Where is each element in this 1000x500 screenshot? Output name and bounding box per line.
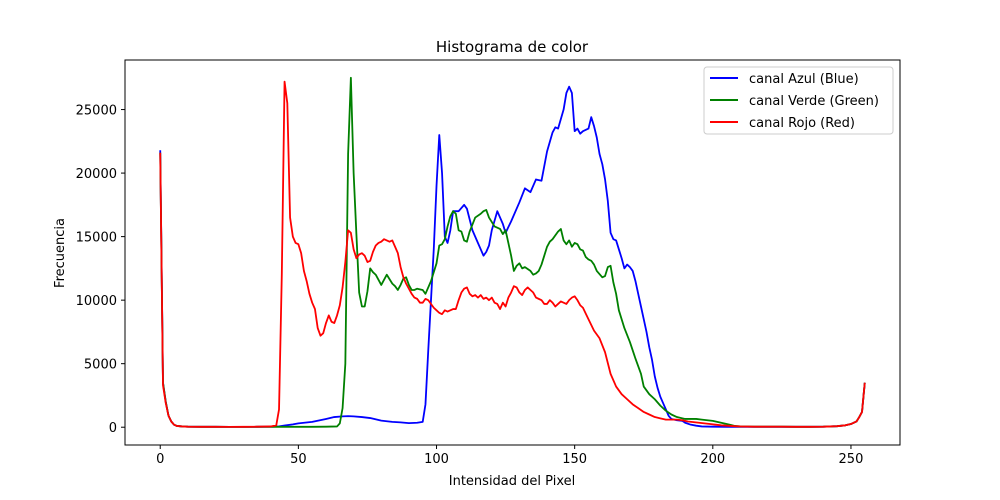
- series-line-2: [159, 80, 866, 428]
- x-axis-label: Intensidad del Pixel: [449, 474, 575, 489]
- y-tick-label: 10000: [76, 294, 117, 309]
- x-tick-label: 250: [839, 452, 864, 467]
- series-line-1: [159, 76, 866, 428]
- legend-label: canal Verde (Green): [749, 94, 879, 109]
- legend-box: [703, 66, 894, 135]
- y-tick-label: 5000: [84, 358, 117, 373]
- x-tick-label: 50: [290, 452, 307, 467]
- plot-area: [124, 59, 901, 446]
- y-tick-label: 25000: [76, 104, 117, 119]
- series-line-0: [159, 85, 866, 428]
- y-axis: 0 5000 10000 15000 20000 25000: [76, 104, 125, 436]
- legend-label: canal Rojo (Red): [749, 116, 855, 131]
- y-axis-label: Frecuencia: [53, 218, 68, 288]
- x-tick-label: 150: [562, 452, 587, 467]
- y-tick-label: 0: [109, 421, 117, 436]
- series-layer: [159, 76, 866, 428]
- x-axis: 0 50 100 150 200 250: [156, 445, 863, 467]
- legend: canal Azul (Blue) canal Verde (Green) cana…: [703, 66, 894, 135]
- x-tick-label: 0: [156, 452, 164, 467]
- x-tick-label: 100: [424, 452, 449, 467]
- x-tick-label: 200: [700, 452, 725, 467]
- chart-title: Histograma de color: [436, 38, 589, 56]
- y-tick-label: 20000: [76, 167, 117, 182]
- legend-label: canal Azul (Blue): [749, 72, 859, 87]
- y-tick-label: 15000: [76, 231, 117, 246]
